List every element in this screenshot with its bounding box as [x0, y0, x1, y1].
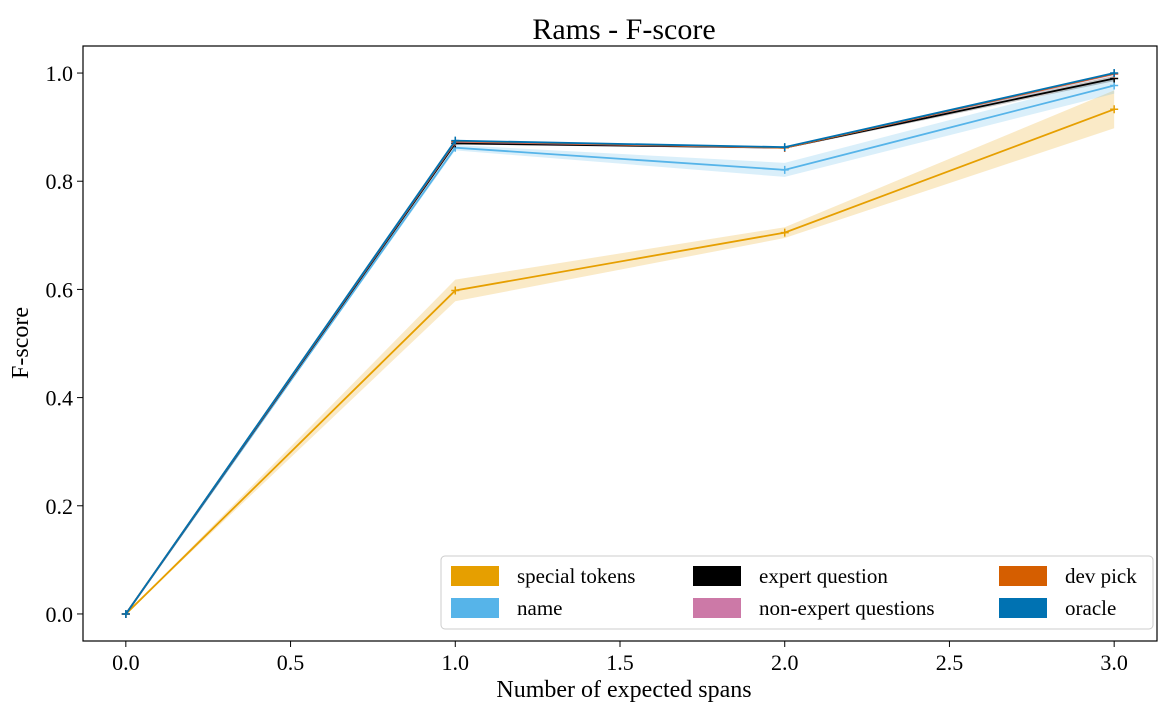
legend-swatch: [451, 598, 499, 618]
x-tick-label: 2.5: [936, 650, 964, 675]
legend-swatch: [693, 598, 741, 618]
y-tick-label: 0.0: [46, 602, 74, 627]
data-point-oracle: [780, 143, 789, 152]
legend-label: oracle: [1065, 596, 1116, 620]
data-point-special-tokens: [451, 286, 460, 295]
legend-box: [440, 555, 1154, 630]
legend-entry-dev-pick: dev pick: [999, 564, 1137, 588]
x-tick-label: 0.5: [277, 650, 305, 675]
y-tick-label: 0.4: [46, 386, 74, 411]
axes: 0.0 0.5 1.0 1.5 2.0 2.5 3.0 0.0 0.2 0.4 0.6 0.8 1.0: [46, 61, 1128, 675]
legend-label: non-expert questions: [759, 596, 935, 620]
y-tick-label: 0.8: [46, 169, 74, 194]
legend-entry-special-tokens: special tokens: [451, 564, 635, 588]
y-tick-label: 0.2: [46, 494, 74, 519]
x-tick-label: 3.0: [1100, 650, 1128, 675]
series-line-special-tokens: [125, 108, 1115, 615]
x-tick-label: 1.5: [606, 650, 634, 675]
legend-swatch: [999, 598, 1047, 618]
legend-swatch: [999, 566, 1047, 586]
legend-label: name: [517, 596, 562, 620]
data-point-special-tokens: [1110, 105, 1119, 114]
plot-area: [121, 69, 1119, 618]
data-point-name: [1110, 81, 1119, 90]
x-axis-label: Number of expected spans: [496, 677, 751, 703]
legend-entry-name: name: [451, 596, 562, 620]
series-line-name: [125, 84, 1115, 615]
x-tick-label: 0.0: [112, 650, 140, 675]
y-tick-label: 1.0: [46, 61, 74, 86]
series-line-oracle: [125, 72, 1115, 615]
data-point-name: [780, 165, 789, 174]
y-tick-label: 0.6: [46, 277, 74, 302]
legend-entry-expert-question: expert question: [693, 564, 888, 588]
legend-swatch: [693, 566, 741, 586]
chart-title: Rams - F-score: [532, 13, 715, 46]
band-special-tokens: [125, 90, 1115, 614]
legend-label: expert question: [759, 564, 888, 588]
legend-label: special tokens: [517, 564, 635, 588]
x-tick-label: 1.0: [442, 650, 470, 675]
y-axis-label: F-score: [8, 307, 34, 379]
x-tick-label: 2.0: [771, 650, 799, 675]
legend-label: dev pick: [1065, 564, 1137, 588]
legend-entry-non-expert-questions: non-expert questions: [693, 596, 935, 620]
data-point-oracle: [1110, 69, 1119, 78]
legend: special tokens name expert question non-exp…: [440, 555, 1154, 630]
legend-entry-oracle: oracle: [999, 596, 1116, 620]
plot-frame: [82, 45, 1158, 642]
data-point-oracle: [451, 136, 460, 145]
legend-swatch: [451, 566, 499, 586]
data-point-special-tokens: [780, 228, 789, 237]
data-point-oracle: [121, 609, 130, 618]
